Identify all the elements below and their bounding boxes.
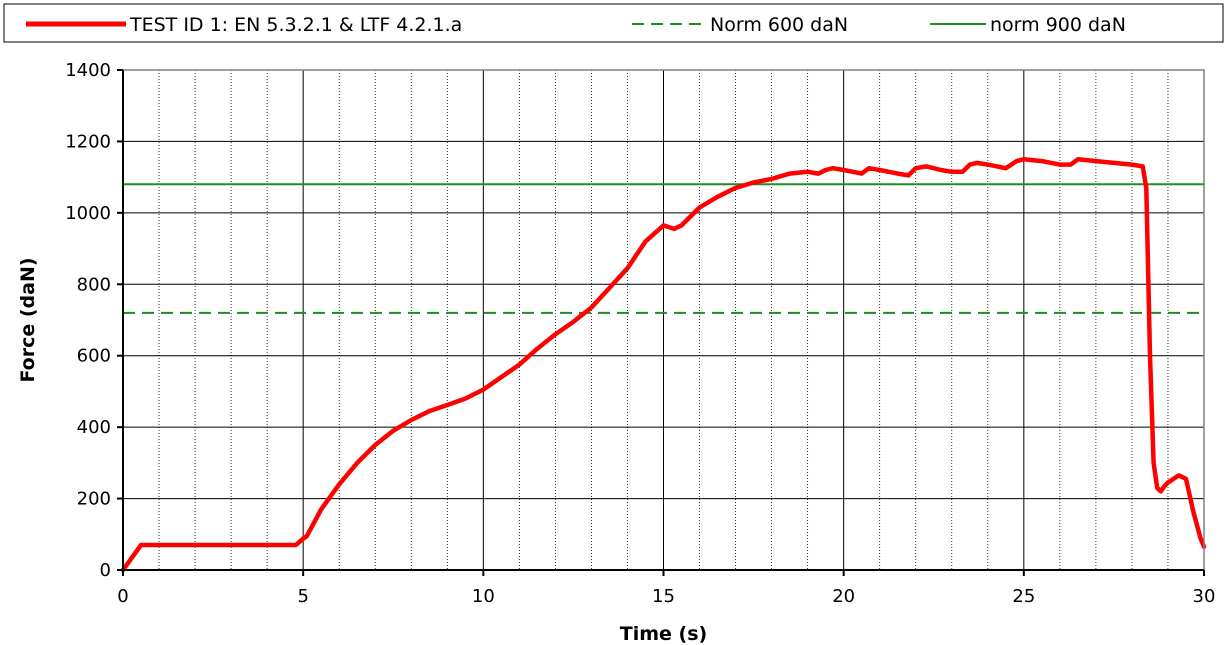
x-tick-label: 30	[1193, 586, 1216, 607]
legend-label-3: norm 900 daN	[990, 14, 1126, 36]
legend-label-1: TEST ID 1: EN 5.3.2.1 & LTF 4.2.1.a	[129, 14, 462, 36]
x-tick-label: 25	[1012, 586, 1035, 607]
y-tick-label: 1000	[65, 203, 111, 224]
x-tick-label: 20	[832, 586, 855, 607]
y-tick-labels: 0 200 400 600 800 1000 1200 1400	[65, 60, 111, 581]
y-tick-label: 1200	[65, 131, 111, 152]
y-tick-label: 800	[77, 274, 111, 295]
norm-lines	[122, 183, 1205, 314]
axes	[117, 69, 1205, 576]
y-tick-label: 600	[77, 346, 111, 367]
y-tick-label: 200	[77, 489, 111, 510]
y-tick-label: 400	[77, 417, 111, 438]
minor-grid	[158, 70, 1169, 570]
x-tick-label: 10	[472, 586, 495, 607]
x-tick-labels: 0 5 10 15 20 25 30	[117, 586, 1215, 607]
x-axis-title: Time (s)	[620, 623, 707, 645]
legend: TEST ID 1: EN 5.3.2.1 & LTF 4.2.1.a Norm …	[3, 3, 1224, 43]
y-tick-label: 1400	[65, 60, 111, 81]
x-tick-label: 0	[117, 586, 128, 607]
major-grid	[123, 70, 1204, 570]
x-tick-label: 15	[652, 586, 675, 607]
series-line-1	[120, 157, 1207, 573]
legend-box	[3, 3, 1224, 43]
y-axis-title: Force (daN)	[17, 257, 39, 382]
legend-label-2: Norm 600 daN	[710, 14, 848, 36]
data-lines	[120, 157, 1207, 573]
x-tick-label: 5	[297, 586, 308, 607]
y-tick-label: 0	[100, 560, 111, 581]
